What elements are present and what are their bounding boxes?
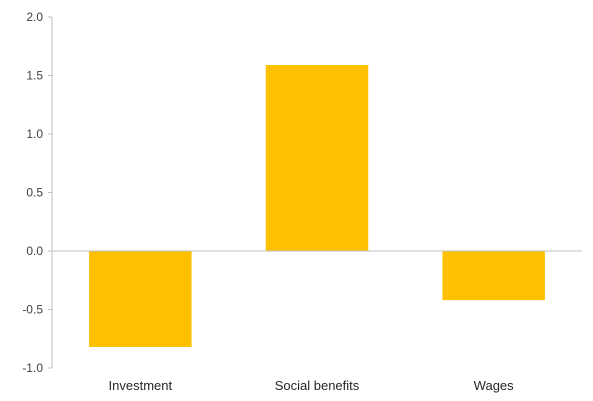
y-tick-label: 0.0 xyxy=(26,244,43,258)
axis-layer xyxy=(48,16,53,369)
y-tick-label: -1.0 xyxy=(22,361,43,375)
y-tick-label: 1.0 xyxy=(26,127,43,141)
x-category-label: Social benefits xyxy=(275,378,360,393)
bar-layer xyxy=(89,64,545,347)
bar-wages xyxy=(442,251,545,301)
x-category-label: Wages xyxy=(474,378,514,393)
y-tick-label: -0.5 xyxy=(22,303,43,317)
y-tick-label: 0.5 xyxy=(26,186,43,200)
bar-social-benefits xyxy=(265,64,369,251)
bar-investment xyxy=(89,251,192,347)
y-tick-label: 2.0 xyxy=(26,10,43,24)
x-category-label: Investment xyxy=(109,378,173,393)
y-tick-label: 1.5 xyxy=(26,69,43,83)
label-layer: 2.0 1.5 1.0 0.5 0.0 -0.5 -1.0 Investment Social … xyxy=(22,10,514,393)
